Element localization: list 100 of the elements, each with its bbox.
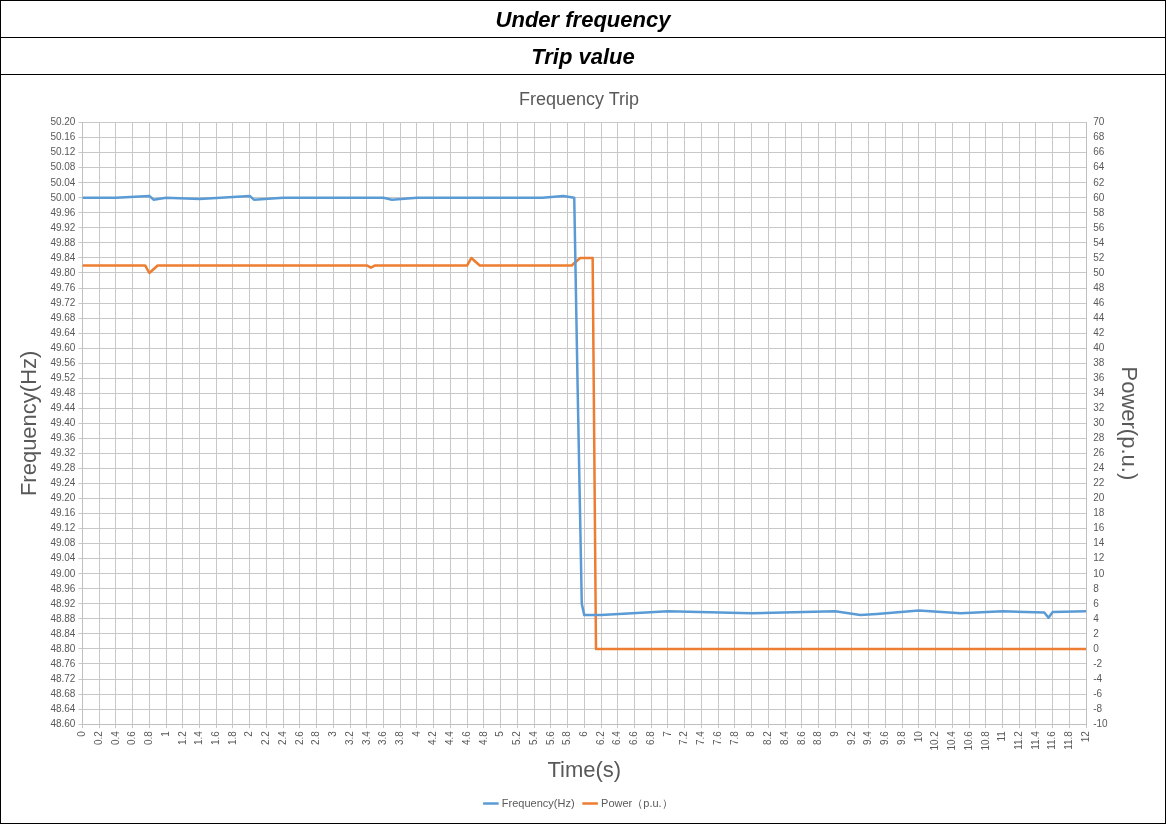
x-tick-label: 6.4: [611, 730, 623, 746]
legend-label: Power（p.u.）: [601, 796, 673, 809]
x-tick-label: 4.2: [427, 730, 439, 746]
y2-tick-label: 24: [1093, 462, 1105, 474]
y-tick-label: 49.52: [50, 372, 76, 383]
y2-tick-label: 26: [1093, 447, 1105, 459]
y2-tick-label: 52: [1093, 251, 1105, 263]
x-tick-label: 4.8: [477, 730, 489, 746]
x-tick-label: 9.6: [879, 730, 891, 746]
y2-tick-label: 30: [1093, 417, 1105, 429]
chart-title: Frequency Trip: [518, 88, 640, 109]
y-tick-label: 49.68: [50, 311, 76, 323]
y-tick-label: 49.76: [50, 281, 76, 293]
y-tick-label: 48.92: [50, 597, 76, 609]
y2-tick-label: -10: [1093, 717, 1109, 729]
y2-tick-label: 48: [1093, 281, 1105, 293]
y2-tick-label: 6: [1093, 597, 1100, 609]
x-tick-label: 10.4: [946, 730, 958, 751]
y-tick-label: 49.84: [50, 251, 76, 263]
y-tick-label: 49.72: [50, 296, 76, 308]
x-tick-label: 10.2: [929, 730, 941, 751]
y-tick-label: 48.84: [50, 627, 76, 639]
x-tick-label: 8: [745, 730, 757, 737]
x-tick-label: 2.2: [260, 730, 272, 746]
y2-tick-label: 42: [1093, 326, 1105, 338]
y2-tick-label: -8: [1093, 702, 1103, 714]
x-tick-label: 9: [828, 730, 840, 737]
x-tick-label: 5.6: [544, 730, 556, 746]
x-tick-label: 3: [327, 730, 339, 737]
y2-tick-label: 16: [1093, 522, 1105, 534]
x-tick-label: 11.4: [1029, 730, 1041, 750]
x-tick-label: 4: [410, 730, 422, 737]
x-tick-label: 7.2: [678, 730, 690, 746]
y2-tick-label: 38: [1093, 356, 1105, 368]
y-tick-label: 48.88: [50, 612, 76, 624]
x-tick-label: 0.4: [109, 730, 121, 746]
x-tick-label: 6.2: [594, 730, 606, 746]
y-tick-label: 49.40: [50, 417, 76, 429]
y2-tick-label: 22: [1093, 477, 1105, 489]
y2-tick-label: 2: [1093, 627, 1100, 639]
x-tick-label: 11: [996, 730, 1008, 742]
x-tick-label: 11.6: [1046, 730, 1058, 750]
y2-tick-label: 66: [1093, 146, 1105, 158]
x-tick-label: 11.2: [1012, 730, 1024, 750]
x-tick-label: 5.8: [561, 730, 573, 746]
y-tick-label: 49.64: [50, 326, 76, 338]
x-tick-label: 2.4: [276, 730, 288, 746]
x-tick-label: 7: [661, 730, 673, 737]
y-tick-label: 49.00: [50, 567, 76, 579]
x-tick-label: 2.8: [310, 730, 322, 746]
x-tick-label: 3.4: [360, 730, 372, 746]
y-tick-label: 50.12: [50, 146, 76, 158]
y2-tick-label: 4: [1093, 612, 1100, 624]
y-tick-label: 50.00: [50, 191, 76, 203]
y-tick-label: 49.08: [50, 537, 76, 549]
y2-tick-label: 70: [1093, 116, 1105, 128]
y2-tick-label: 58: [1093, 206, 1105, 218]
y-tick-label: 49.28: [50, 462, 76, 474]
x-axis-title: Time(s): [547, 756, 622, 782]
x-tick-label: 8.2: [762, 730, 774, 746]
x-tick-label: 1.6: [210, 730, 221, 746]
y-tick-label: 48.76: [50, 657, 76, 669]
x-tick-label: 10.8: [979, 730, 991, 751]
y2-tick-label: -2: [1093, 657, 1103, 669]
y-tick-label: 49.80: [50, 266, 76, 278]
y-tick-label: 48.68: [50, 687, 76, 699]
y2-tick-label: 8: [1093, 582, 1100, 594]
x-tick-label: 1: [159, 730, 171, 737]
x-tick-label: 3.2: [343, 730, 355, 746]
y-tick-label: 49.12: [50, 522, 76, 534]
y2-tick-label: 14: [1093, 537, 1105, 549]
x-tick-label: 6.8: [644, 730, 656, 746]
y2-tick-label: 68: [1093, 131, 1105, 143]
y-tick-label: 49.24: [50, 477, 76, 489]
y-tick-label: 49.60: [50, 341, 76, 353]
y-tick-label: 49.96: [50, 206, 76, 218]
x-tick-label: 8.6: [795, 730, 807, 746]
x-tick-label: 12: [1079, 730, 1091, 743]
y2-tick-label: 28: [1093, 432, 1105, 444]
y-tick-label: 49.16: [50, 507, 76, 519]
y-tick-label: 48.96: [50, 582, 76, 594]
x-tick-label: 4.6: [460, 730, 472, 746]
x-tick-label: 0.8: [143, 730, 155, 746]
x-tick-label: 3.8: [394, 730, 406, 746]
y-tick-label: 49.88: [50, 236, 76, 248]
y-tick-label: 49.92: [50, 221, 76, 233]
y2-tick-label: 64: [1093, 161, 1105, 173]
y2-tick-label: 12: [1093, 552, 1105, 564]
x-tick-label: 7.8: [728, 730, 740, 746]
y-axis-title: Frequency(Hz): [16, 350, 42, 497]
y2-tick-label: 62: [1093, 176, 1105, 188]
y-tick-label: 50.20: [50, 116, 76, 128]
y-tick-label: 48.60: [50, 717, 76, 729]
x-tick-label: 1.2: [176, 730, 188, 746]
y-tick-label: 49.56: [50, 356, 76, 368]
x-tick-label: 8.4: [778, 730, 790, 746]
y2-tick-label: 18: [1093, 507, 1105, 519]
x-tick-label: 0.2: [92, 730, 104, 746]
x-tick-label: 0: [76, 730, 88, 737]
y-tick-label: 49.36: [50, 432, 76, 444]
